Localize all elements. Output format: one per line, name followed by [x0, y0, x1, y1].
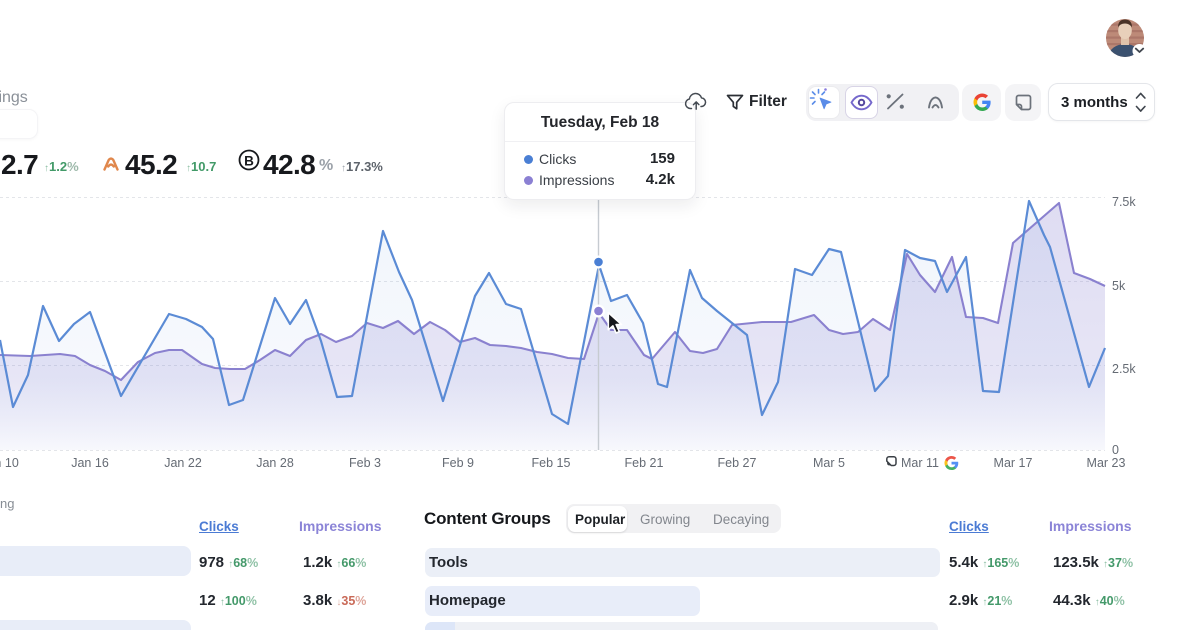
svg-text:Mar 23: Mar 23 — [1087, 456, 1126, 470]
svg-text:Mar 11: Mar 11 — [901, 456, 939, 470]
svg-text:Feb 3: Feb 3 — [349, 456, 381, 470]
svg-text:Feb 21: Feb 21 — [625, 456, 664, 470]
svg-text:Jan 10: Jan 10 — [0, 456, 19, 470]
svg-text:B: B — [244, 153, 254, 168]
svg-text:Jan 28: Jan 28 — [256, 456, 294, 470]
svg-text:7.5k: 7.5k — [1112, 195, 1136, 209]
svg-text:Jan 16: Jan 16 — [71, 456, 109, 470]
svg-text:2.5k: 2.5k — [1112, 362, 1136, 376]
svg-text:Mar 17: Mar 17 — [994, 456, 1033, 470]
svg-text:Mar 5: Mar 5 — [813, 456, 845, 470]
svg-text:5k: 5k — [1112, 279, 1126, 293]
svg-text:Jan 22: Jan 22 — [164, 456, 202, 470]
svg-text:Feb 27: Feb 27 — [718, 456, 757, 470]
svg-text:Feb 15: Feb 15 — [532, 456, 571, 470]
svg-text:Feb 9: Feb 9 — [442, 456, 474, 470]
svg-text:0: 0 — [1112, 443, 1119, 457]
